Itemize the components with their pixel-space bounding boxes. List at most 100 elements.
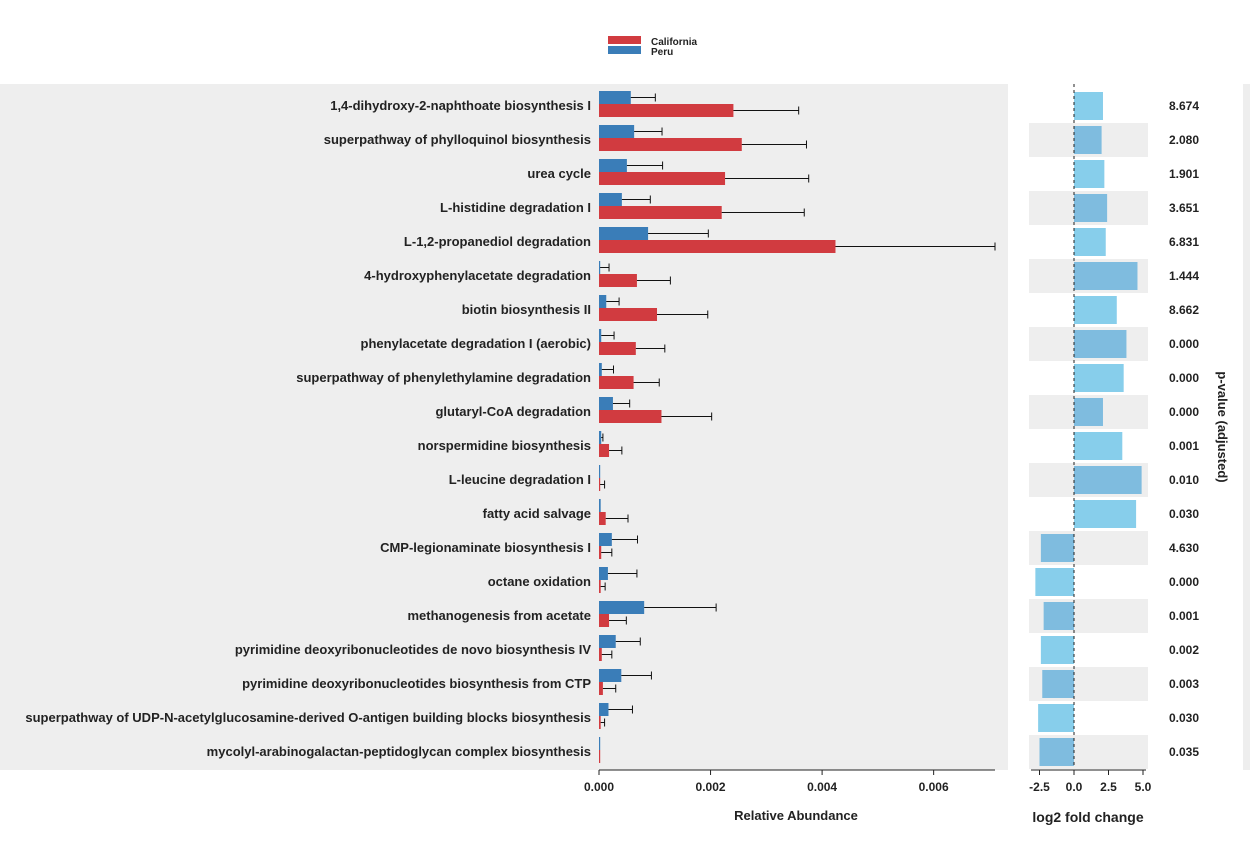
pvalue-label: 0.030 xyxy=(1169,507,1199,521)
pvalue-label: 0.000 xyxy=(1169,371,1199,385)
fold-change-bar xyxy=(1074,296,1117,324)
pvalue-label: 0.000 xyxy=(1169,575,1199,589)
bar-peru xyxy=(599,125,635,138)
fold-change-bar xyxy=(1074,228,1106,256)
pvalue-label: 4.630 xyxy=(1169,541,1199,555)
pvalue-label: 1.901 xyxy=(1169,167,1199,181)
bar-peru xyxy=(599,193,622,206)
fold-change-bar xyxy=(1042,670,1074,698)
bar-peru xyxy=(599,295,607,308)
pvalue-label: 8.674 xyxy=(1169,99,1199,113)
fold-change-bar xyxy=(1074,160,1105,188)
bar-california xyxy=(599,682,603,695)
category-label: L-leucine degradation I xyxy=(449,472,591,487)
bar-california xyxy=(599,342,636,355)
fold-change-tick-label: 0.0 xyxy=(1066,780,1083,794)
pvalue-label: 0.035 xyxy=(1169,745,1199,759)
category-label: glutaryl-CoA degradation xyxy=(435,404,591,419)
category-label: L-1,2-propanediol degradation xyxy=(404,234,591,249)
category-label: 1,4-dihydroxy-2-naphthoate biosynthesis … xyxy=(330,98,591,113)
bar-california xyxy=(599,546,602,559)
bar-peru xyxy=(599,159,627,172)
category-label: pyrimidine deoxyribonucleotides biosynth… xyxy=(242,676,591,691)
bar-california xyxy=(599,308,658,321)
pvalue-label: 0.001 xyxy=(1169,609,1199,623)
fold-change-bar xyxy=(1074,364,1124,392)
category-label: pyrimidine deoxyribonucleotides de novo … xyxy=(235,642,591,657)
fold-change-bar xyxy=(1035,568,1074,596)
pvalue-label: 1.444 xyxy=(1169,269,1199,283)
background-layer xyxy=(0,84,1250,770)
pvalue-label: 0.000 xyxy=(1169,337,1199,351)
fold-change-bar xyxy=(1074,262,1138,290)
bar-peru xyxy=(599,329,602,342)
plot-background xyxy=(0,84,1008,770)
bar-california xyxy=(599,648,602,661)
fold-change-bar xyxy=(1038,704,1074,732)
category-label: methanogenesis from acetate xyxy=(407,608,591,623)
category-label: CMP-legionaminate biosynthesis I xyxy=(380,540,591,555)
pvalue-label: 6.831 xyxy=(1169,235,1199,249)
bar-california xyxy=(599,104,734,117)
bar-california xyxy=(599,240,836,253)
bar-california xyxy=(599,274,637,287)
bar-peru xyxy=(599,465,601,478)
bar-california xyxy=(599,376,634,389)
bar-peru xyxy=(599,737,601,750)
category-label: phenylacetate degradation I (aerobic) xyxy=(361,336,591,351)
bar-california xyxy=(599,750,601,763)
category-label: octane oxidation xyxy=(488,574,591,589)
bar-california xyxy=(599,512,606,525)
x-tick-label: 0.002 xyxy=(696,780,726,794)
fold-change-bar xyxy=(1074,398,1103,426)
fold-change-bar xyxy=(1074,330,1127,358)
bar-california xyxy=(599,716,601,729)
category-label: L-histidine degradation I xyxy=(440,200,591,215)
pvalue-label: 0.030 xyxy=(1169,711,1199,725)
fold-change-bar xyxy=(1043,602,1074,630)
legend-label-california: California xyxy=(651,37,698,48)
bar-california xyxy=(599,478,601,491)
category-label: 4-hydroxyphenylacetate degradation xyxy=(364,268,591,283)
x-tick-label: 0.006 xyxy=(919,780,949,794)
pvalue-axis-title: p-value (adjusted) xyxy=(1215,371,1230,482)
x-axis-title-abundance: Relative Abundance xyxy=(734,808,858,823)
fold-change-bar xyxy=(1040,636,1074,664)
bar-peru xyxy=(599,567,608,580)
fold-change-bar xyxy=(1074,92,1103,120)
fold-change-bar xyxy=(1039,738,1074,766)
bar-peru xyxy=(599,363,602,376)
category-label: fatty acid salvage xyxy=(483,506,591,521)
fold-change-chart: 8.674 2.080 1.901 3.651 6.831 1.444 8.662 0.000… xyxy=(1029,84,1199,794)
x-tick-label: 0.004 xyxy=(807,780,837,794)
pvalue-label: 2.080 xyxy=(1169,133,1199,147)
pvalue-label: 0.010 xyxy=(1169,473,1199,487)
pvalue-label: 0.002 xyxy=(1169,643,1199,657)
bar-peru xyxy=(599,227,649,240)
category-label: superpathway of phenylethylamine degrada… xyxy=(296,370,591,385)
bar-peru xyxy=(599,261,601,274)
fold-change-bar xyxy=(1074,194,1108,222)
fold-change-tick-label: 5.0 xyxy=(1135,780,1152,794)
pvalue-label: 0.003 xyxy=(1169,677,1199,691)
fold-change-bar xyxy=(1074,126,1102,154)
category-label: norspermidine biosynthesis xyxy=(418,438,591,453)
pvalue-label: 3.651 xyxy=(1169,201,1199,215)
bar-california xyxy=(599,410,662,423)
bar-california xyxy=(599,444,610,457)
bar-peru xyxy=(599,533,612,546)
legend-swatch-california xyxy=(608,36,641,44)
fold-change-tick-label: 2.5 xyxy=(1100,780,1117,794)
bar-peru xyxy=(599,91,631,104)
category-label: superpathway of UDP-N-acetylglucosamine-… xyxy=(25,710,591,725)
legend-label-peru: Peru xyxy=(651,47,673,58)
pvalue-label: 8.662 xyxy=(1169,303,1199,317)
bar-california xyxy=(599,580,601,593)
bar-peru xyxy=(599,431,602,444)
pvalue-label: 0.000 xyxy=(1169,405,1199,419)
bar-peru xyxy=(599,635,616,648)
bar-california xyxy=(599,206,722,219)
right-strip xyxy=(1243,84,1250,770)
bar-peru xyxy=(599,601,645,614)
x-tick-label: 0.000 xyxy=(584,780,614,794)
